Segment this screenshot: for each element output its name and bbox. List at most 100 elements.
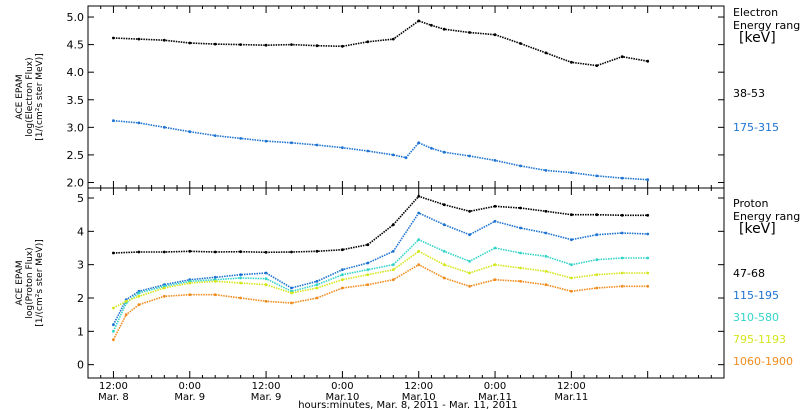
x-tick-date: Mar. 9	[174, 392, 205, 403]
x-tick-time: 12:00	[557, 381, 586, 392]
data-point	[417, 211, 421, 215]
series-115-195	[112, 211, 650, 327]
data-point	[544, 283, 548, 287]
data-point	[213, 275, 217, 279]
data-point	[124, 299, 128, 303]
data-point	[570, 289, 573, 293]
data-point	[391, 263, 395, 267]
series-38-53	[112, 19, 650, 67]
data-point	[646, 256, 650, 260]
data-point	[290, 141, 293, 145]
data-point	[188, 249, 192, 253]
data-point	[137, 250, 141, 254]
legend-entry: 115-195	[733, 289, 779, 302]
y-tick-label: 1	[77, 325, 84, 338]
legend-title-line: [keV]	[739, 30, 776, 46]
series-1060-1900	[112, 263, 650, 342]
data-point	[366, 243, 370, 247]
legend-entry: 38-53	[733, 87, 765, 100]
legend-title-line: Electron	[733, 6, 778, 19]
data-point	[519, 164, 522, 168]
data-point	[468, 233, 471, 237]
data-point	[468, 259, 471, 263]
data-point	[620, 271, 624, 275]
data-point	[544, 254, 548, 258]
y-tick-label: 4.5	[67, 39, 85, 52]
data-point	[442, 276, 446, 280]
data-point	[112, 119, 115, 123]
data-point	[442, 223, 446, 227]
data-point	[620, 231, 624, 235]
data-point	[544, 51, 548, 55]
data-point	[112, 329, 115, 333]
data-point	[493, 246, 497, 250]
data-point	[188, 41, 192, 45]
y-label-line: ACE EPAM	[15, 260, 25, 305]
data-point	[391, 153, 395, 157]
data-point	[213, 250, 217, 254]
x-tick-date: Mar.10	[402, 392, 436, 403]
data-point	[595, 273, 599, 277]
data-point	[162, 294, 166, 298]
data-point	[264, 139, 268, 143]
data-point	[366, 261, 370, 265]
legend-entry: 310-580	[733, 311, 779, 324]
data-point	[290, 291, 293, 295]
data-point	[341, 286, 344, 290]
data-point	[239, 43, 243, 46]
data-point	[442, 150, 446, 154]
data-point	[442, 249, 446, 253]
data-point	[315, 143, 319, 147]
data-point	[404, 156, 408, 160]
y-axis-label: ACE EPAM log(Electron Flux) [1/(cm²s ster …	[15, 53, 45, 140]
legend-title-line: [keV]	[739, 221, 776, 237]
data-point	[112, 36, 115, 40]
data-point	[391, 37, 395, 41]
data-point	[519, 251, 522, 255]
series-175-315	[112, 119, 650, 182]
data-point	[646, 232, 650, 236]
data-point	[417, 19, 421, 23]
data-point	[417, 249, 421, 253]
legend-entry: 1060-1900	[733, 355, 793, 368]
data-point	[620, 284, 624, 288]
data-point	[595, 174, 599, 178]
data-point	[239, 250, 243, 254]
data-point	[544, 209, 548, 213]
y-label-line: [1/(cm²s ster MeV)]	[35, 53, 45, 140]
x-tick-time: 12:00	[404, 381, 433, 392]
data-point	[264, 250, 268, 254]
data-point	[213, 134, 217, 138]
legend-title-line: Proton	[733, 197, 768, 210]
data-point	[468, 209, 471, 213]
y-tick-label: 2	[77, 292, 84, 305]
data-point	[124, 313, 128, 317]
data-point	[341, 248, 344, 252]
data-point	[290, 301, 293, 305]
data-point	[417, 238, 421, 242]
data-point	[188, 130, 192, 134]
data-point	[646, 271, 650, 275]
y-tick-label: 0	[77, 359, 84, 372]
y-label-line: log(Electron Flux)	[25, 57, 35, 136]
y-tick-label: 3.5	[67, 94, 85, 107]
data-point	[239, 137, 243, 140]
x-tick-date: Mar.11	[478, 392, 512, 403]
data-point	[646, 178, 650, 182]
data-point	[544, 169, 548, 172]
data-point	[468, 284, 471, 288]
data-point	[213, 279, 217, 283]
data-point	[493, 204, 497, 208]
data-point	[519, 42, 522, 45]
data-point	[620, 176, 624, 180]
data-point	[442, 203, 446, 207]
data-point	[315, 286, 319, 290]
legend-title-line: Energy range	[733, 210, 800, 223]
data-point	[162, 38, 166, 42]
data-point	[417, 141, 421, 145]
data-point	[646, 59, 650, 63]
